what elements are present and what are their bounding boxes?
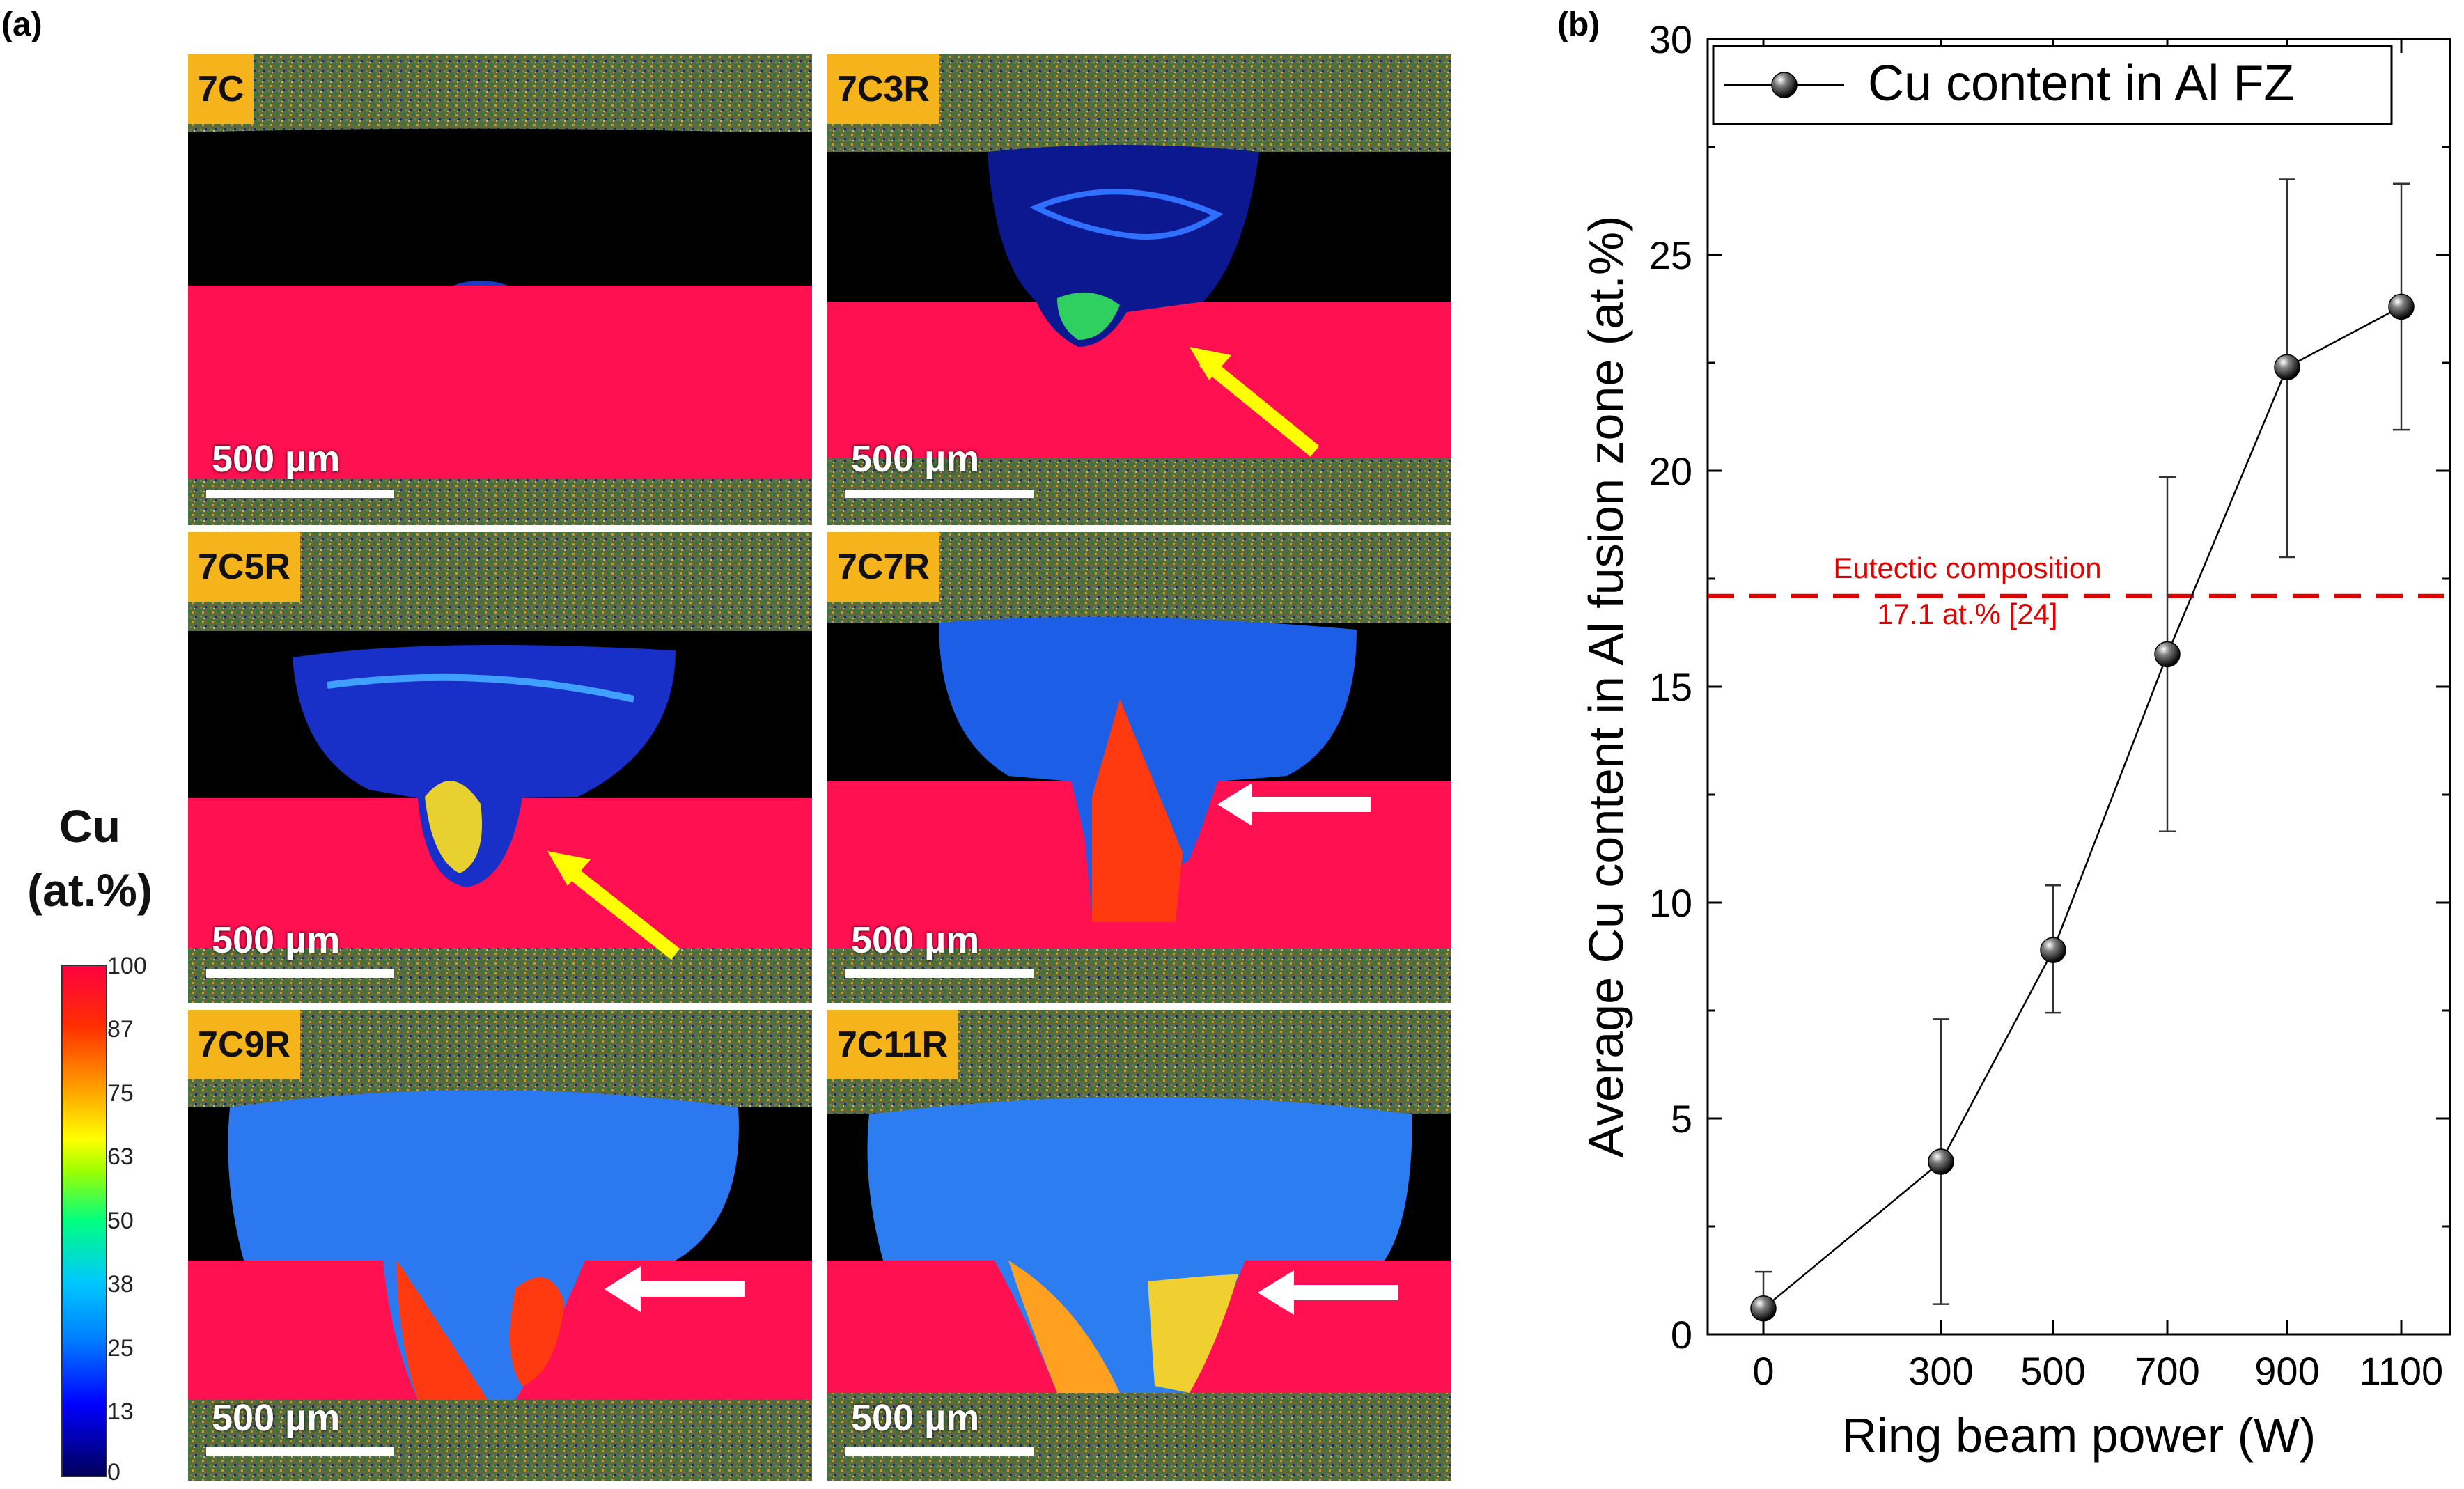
scale-bar-label: 500 µm: [212, 1397, 341, 1439]
y-tick-label: 25: [1649, 233, 1692, 277]
micrograph-7c-image: [188, 54, 812, 525]
tile-tag: 7C9R: [188, 1010, 300, 1079]
colorbar-tick: 25: [107, 1335, 134, 1362]
colorbar-title: Cu (at.%): [3, 794, 177, 922]
data-point: [2388, 293, 2415, 320]
scale-bar: [845, 1447, 1034, 1456]
colorbar-tick: 13: [107, 1398, 134, 1425]
micrograph-tile-7c: 7C 500 µm: [188, 54, 812, 525]
scale-bar-label: 500 µm: [851, 1397, 980, 1439]
reference-label-line1: Eutectic composition: [1833, 552, 2101, 584]
colorbar-tick: 63: [107, 1144, 134, 1170]
panel-a-label: (a): [1, 6, 42, 43]
micrograph-7c3r-image: [827, 54, 1451, 525]
data-point: [2154, 641, 2181, 668]
y-axis-label: Average Cu content in Al fusion zone (at…: [1579, 216, 1633, 1158]
scale-bar: [206, 1447, 394, 1456]
tile-tag: 7C7R: [827, 532, 939, 602]
scale-bar-label: 500 µm: [851, 919, 980, 961]
micrograph-tile-7c7r: 7C7R 500 µm: [827, 532, 1451, 1003]
colorbar-tick: 100: [107, 953, 147, 979]
scale-bar-label: 500 µm: [851, 438, 980, 480]
micrograph-7c5r-image: [188, 532, 812, 1003]
tile-tag: 7C3R: [827, 54, 939, 124]
colorbar-title-line2: (at.%): [27, 864, 153, 916]
x-tick-label: 0: [1752, 1349, 1774, 1393]
micrograph-7c9r-image: [188, 1010, 812, 1481]
colorbar-tick: 38: [107, 1271, 134, 1297]
x-tick-label: 500: [2020, 1349, 2085, 1393]
scale-bar-label: 500 µm: [212, 919, 341, 961]
x-tick-label: 300: [1908, 1349, 1973, 1393]
y-tick-label: 10: [1649, 881, 1692, 925]
colorbar-tick: 0: [107, 1459, 120, 1486]
micrograph-tile-7c5r: 7C5R 500 µm: [188, 532, 812, 1003]
y-tick-label: 20: [1649, 449, 1692, 493]
micrograph-7c11r-image: [827, 1010, 1451, 1481]
colorbar-tick: 50: [107, 1208, 134, 1234]
colorbar: [61, 965, 107, 1477]
scale-bar: [845, 490, 1034, 498]
scale-bar: [206, 490, 394, 498]
y-tick-label: 15: [1649, 665, 1692, 709]
micrograph-tile-7c9r: 7C9R 500 µm: [188, 1010, 812, 1481]
legend-marker: [1771, 72, 1798, 98]
data-point: [2274, 354, 2300, 380]
scale-bar: [206, 969, 394, 978]
legend-label: Cu content in Al FZ: [1868, 56, 2294, 111]
colorbar-tick: 75: [107, 1080, 134, 1107]
colorbar-title-line1: Cu: [59, 800, 120, 852]
tile-tag: 7C5R: [188, 532, 300, 602]
reference-label-line2: 17.1 at.% [24]: [1877, 598, 2057, 630]
colorbar-tick: 87: [107, 1016, 134, 1043]
scale-bar: [845, 969, 1034, 978]
x-tick-label: 900: [2254, 1349, 2319, 1393]
data-point: [1750, 1295, 1777, 1322]
micrograph-7c7r-image: [827, 532, 1451, 1003]
y-tick-label: 30: [1649, 17, 1692, 61]
panel-b-label: (b): [1557, 6, 1600, 43]
tile-tag: 7C: [188, 54, 254, 124]
x-tick-label: 1100: [2360, 1349, 2443, 1393]
series-line: [1763, 306, 2402, 1309]
y-tick-label: 5: [1671, 1097, 1692, 1141]
micrograph-tile-7c11r: 7C11R 500 µm: [827, 1010, 1451, 1481]
x-axis-label: Ring beam power (W): [1842, 1408, 2316, 1463]
x-tick-label: 700: [2135, 1349, 2199, 1393]
micrograph-tile-7c3r: 7C3R 500 µm: [827, 54, 1451, 525]
scale-bar-label: 500 µm: [212, 438, 341, 480]
tile-tag: 7C11R: [827, 1010, 958, 1079]
data-point: [2040, 937, 2066, 963]
data-point: [1928, 1148, 1954, 1175]
y-tick-label: 0: [1671, 1313, 1692, 1357]
plot-frame: [1706, 38, 2451, 1336]
